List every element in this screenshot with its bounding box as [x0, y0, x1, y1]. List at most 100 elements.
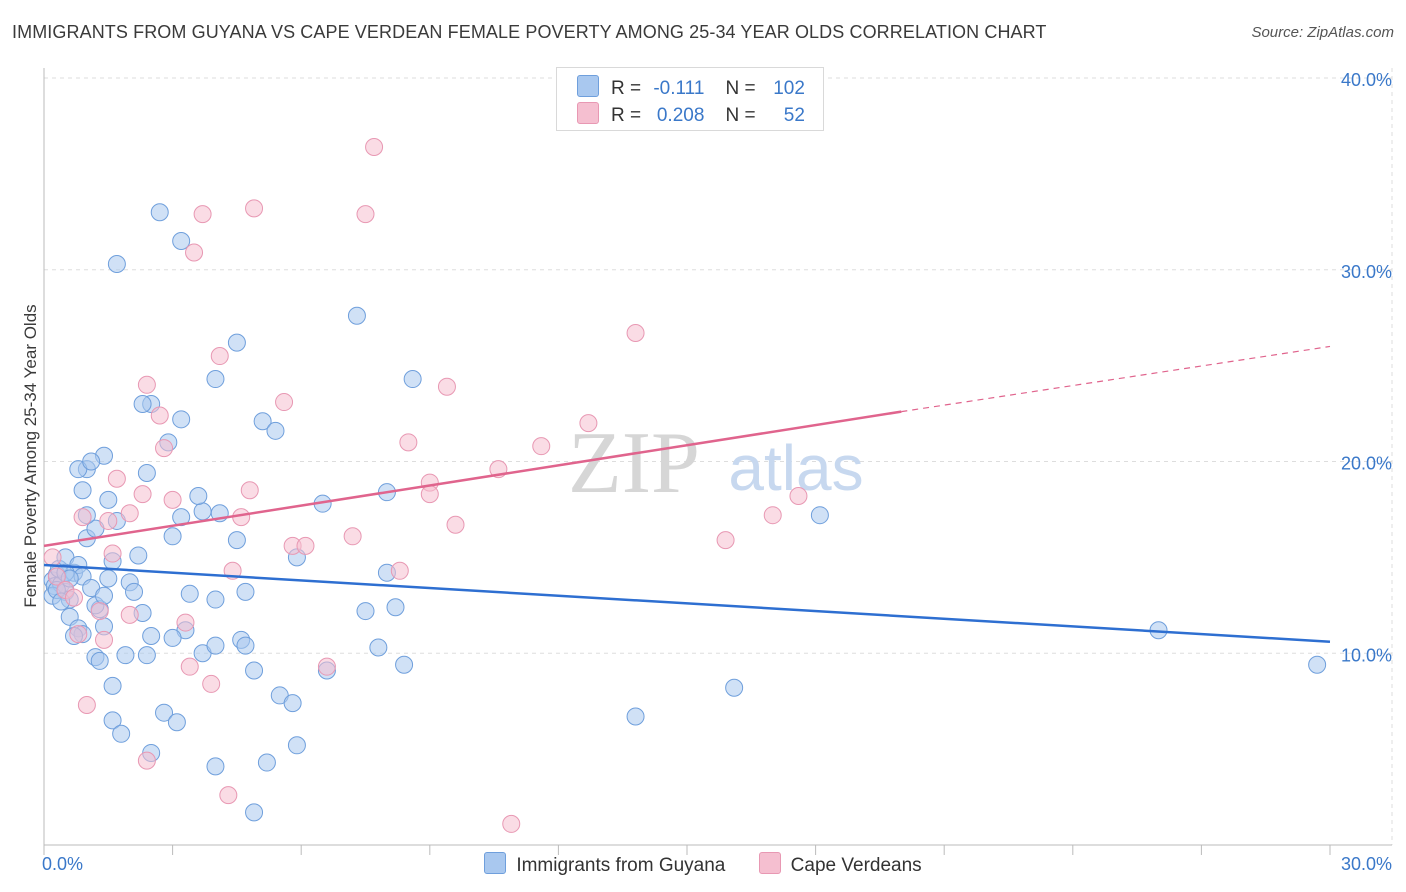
- point-guyana: [107, 254, 126, 273]
- y-axis-label: Female Poverty Among 25-34 Year Olds: [21, 304, 40, 607]
- legend-item-capeverde[interactable]: Cape Verdeans: [758, 852, 922, 877]
- point-guyana: [227, 531, 246, 550]
- series-legend: Immigrants from Guyana Cape Verdeans: [0, 852, 1406, 877]
- point-capeverde: [137, 375, 156, 394]
- point-capeverde: [99, 511, 118, 530]
- point-guyana: [150, 203, 169, 222]
- point-capeverde: [356, 205, 375, 224]
- point-guyana: [356, 602, 375, 621]
- axes: [43, 68, 1392, 855]
- point-capeverde: [185, 243, 204, 262]
- point-capeverde: [365, 138, 384, 157]
- point-capeverde: [155, 439, 174, 458]
- point-guyana: [142, 626, 161, 645]
- point-guyana: [227, 333, 246, 352]
- legend-item-guyana[interactable]: Immigrants from Guyana: [484, 852, 725, 877]
- point-capeverde: [763, 506, 782, 525]
- point-guyana: [163, 527, 182, 546]
- point-guyana: [116, 646, 135, 665]
- point-guyana: [347, 306, 366, 325]
- point-capeverde: [150, 406, 169, 425]
- point-capeverde: [437, 377, 456, 396]
- point-guyana: [245, 803, 264, 822]
- point-guyana: [266, 421, 285, 440]
- point-guyana: [725, 678, 744, 697]
- trend-line-capeverde-extension: [901, 345, 1331, 413]
- point-guyana: [283, 694, 302, 713]
- point-capeverde: [95, 630, 114, 649]
- point-capeverde: [343, 527, 362, 546]
- point-capeverde: [77, 696, 96, 715]
- series-capeverde-points: [43, 138, 808, 833]
- point-capeverde: [296, 536, 315, 555]
- legend-row-capeverde: R = 0.208 N = 52: [577, 102, 805, 128]
- point-guyana: [82, 452, 101, 471]
- watermark: ZIP atlas: [568, 415, 864, 512]
- legend-r-label: R =: [611, 78, 642, 99]
- point-guyana: [103, 711, 122, 730]
- point-guyana: [206, 757, 225, 776]
- y-tick-label: 20.0%: [1341, 454, 1392, 474]
- point-capeverde: [120, 504, 139, 523]
- grid-lines: [44, 68, 1393, 845]
- point-guyana: [129, 546, 148, 565]
- point-capeverde: [275, 393, 294, 412]
- point-guyana: [403, 370, 422, 389]
- x-tick-label: 0.0%: [42, 854, 83, 874]
- legend-swatch-blue: [484, 852, 507, 874]
- point-guyana: [257, 753, 276, 772]
- point-guyana: [137, 646, 156, 665]
- point-guyana: [99, 569, 118, 588]
- point-guyana: [245, 661, 264, 680]
- point-capeverde: [446, 515, 465, 534]
- point-capeverde: [69, 625, 88, 644]
- point-guyana: [206, 590, 225, 609]
- point-guyana: [810, 506, 829, 525]
- legend-row-guyana: R = -0.111 N = 102: [577, 75, 805, 101]
- point-guyana: [180, 584, 199, 603]
- point-capeverde: [107, 469, 126, 488]
- point-guyana: [253, 412, 272, 431]
- point-capeverde: [789, 487, 808, 506]
- point-capeverde: [43, 548, 62, 567]
- point-capeverde: [626, 324, 645, 343]
- chart-title: IMMIGRANTS FROM GUYANA VS CAPE VERDEAN F…: [12, 22, 1047, 42]
- point-guyana: [133, 394, 152, 413]
- correlation-legend: R = -0.111 N = 102 R = 0.208 N = 52: [556, 67, 824, 131]
- point-guyana: [386, 598, 405, 617]
- point-capeverde: [219, 786, 238, 805]
- point-guyana: [99, 490, 118, 509]
- point-capeverde: [240, 481, 259, 500]
- legend-n-label: N =: [725, 78, 756, 99]
- legend-n-label: N =: [725, 105, 756, 126]
- point-guyana: [167, 713, 186, 732]
- legend-r-label: R =: [611, 105, 642, 126]
- y-tick-label: 30.0%: [1341, 262, 1392, 282]
- point-guyana: [395, 655, 414, 674]
- point-guyana: [137, 464, 156, 483]
- y-tick-label: 40.0%: [1341, 70, 1392, 90]
- point-capeverde: [163, 490, 182, 509]
- point-guyana: [95, 586, 114, 605]
- point-capeverde: [103, 544, 122, 563]
- point-guyana: [206, 370, 225, 389]
- point-capeverde: [579, 414, 598, 433]
- legend-r-value: -0.111: [653, 78, 705, 99]
- point-guyana: [163, 628, 182, 647]
- point-guyana: [112, 724, 131, 743]
- point-guyana: [125, 582, 144, 601]
- point-capeverde: [180, 657, 199, 676]
- point-guyana: [189, 487, 208, 506]
- legend-r-value: 0.208: [656, 105, 705, 126]
- point-guyana: [73, 481, 92, 500]
- point-capeverde: [532, 437, 551, 456]
- legend-label-capeverde: Cape Verdeans: [790, 855, 922, 876]
- x-tick-label: 30.0%: [1341, 854, 1392, 874]
- point-guyana: [287, 736, 306, 755]
- point-guyana: [172, 410, 191, 429]
- point-capeverde: [399, 433, 418, 452]
- point-capeverde: [120, 605, 139, 624]
- point-capeverde: [202, 674, 221, 693]
- legend-n-value: 52: [783, 105, 805, 126]
